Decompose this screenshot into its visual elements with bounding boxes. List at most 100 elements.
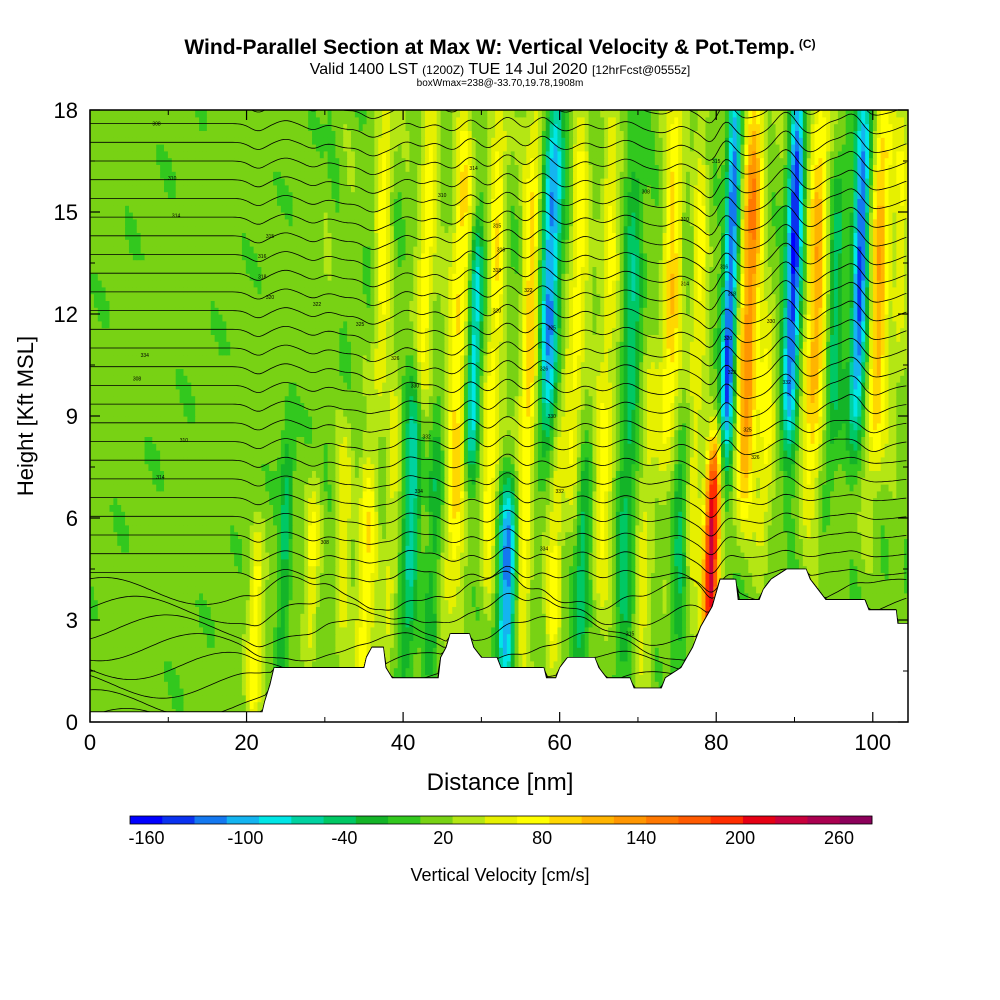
velocity-cell xyxy=(697,586,703,594)
velocity-cell xyxy=(156,701,161,709)
velocity-cell xyxy=(183,694,188,703)
velocity-cell xyxy=(347,626,352,635)
velocity-cell xyxy=(643,674,648,682)
velocity-cell xyxy=(759,565,765,573)
velocity-cell xyxy=(144,688,150,696)
velocity-cell xyxy=(522,592,527,601)
velocity-cell xyxy=(584,647,590,655)
velocity-cell xyxy=(662,633,668,641)
velocity-cell xyxy=(631,558,636,567)
velocity-cell xyxy=(97,572,103,580)
velocity-cell xyxy=(343,660,348,669)
velocity-cell xyxy=(354,592,360,601)
velocity-cell xyxy=(312,606,317,614)
velocity-cell xyxy=(588,599,594,607)
velocity-cell xyxy=(705,592,710,601)
velocity-cell xyxy=(853,592,858,601)
velocity-cell xyxy=(132,606,138,614)
velocity-cell xyxy=(241,592,247,601)
velocity-cell xyxy=(479,572,485,580)
velocity-cell xyxy=(187,633,192,641)
velocity-cell xyxy=(452,558,457,567)
velocity-cell xyxy=(830,565,835,573)
velocity-cell xyxy=(90,681,95,689)
velocity-cell xyxy=(160,681,165,689)
velocity-cell xyxy=(674,626,679,635)
velocity-cell xyxy=(650,620,656,628)
velocity-cell xyxy=(888,579,894,587)
velocity-cell xyxy=(522,613,527,621)
velocity-cell xyxy=(218,613,224,621)
velocity-cell xyxy=(670,633,675,641)
velocity-cell xyxy=(588,592,594,601)
box-max-info: boxWmax=238@-33.70,19.78,1908m xyxy=(416,78,584,89)
velocity-cell xyxy=(323,620,329,628)
velocity-cell xyxy=(635,633,640,641)
velocity-cell xyxy=(397,654,403,662)
velocity-cell xyxy=(479,620,485,628)
velocity-cell xyxy=(389,586,395,594)
velocity-cell xyxy=(444,613,449,621)
velocity-cell xyxy=(249,660,255,669)
velocity-cell xyxy=(409,592,414,601)
velocity-cell xyxy=(300,640,305,648)
velocity-cell xyxy=(144,558,150,567)
velocity-cell xyxy=(635,586,640,594)
velocity-cell xyxy=(604,633,609,641)
velocity-cell xyxy=(132,613,138,621)
velocity-cell xyxy=(113,599,118,607)
velocity-cell xyxy=(623,565,629,573)
velocity-cell xyxy=(210,667,216,675)
velocity-cell xyxy=(339,626,344,635)
velocity-cell xyxy=(140,586,146,594)
velocity-cell xyxy=(191,592,196,601)
velocity-cell xyxy=(276,592,282,601)
velocity-cell xyxy=(604,599,609,607)
velocity-cell xyxy=(125,633,130,641)
velocity-cell xyxy=(152,681,157,689)
velocity-cell xyxy=(592,558,597,567)
velocity-cell xyxy=(354,599,360,607)
velocity-cell xyxy=(627,660,633,669)
velocity-cell xyxy=(152,654,157,662)
velocity-cell xyxy=(631,660,636,669)
velocity-cell xyxy=(666,633,671,641)
velocity-cell xyxy=(386,579,391,587)
velocity-cell xyxy=(362,620,368,628)
velocity-cell xyxy=(549,606,555,614)
velocity-cell xyxy=(697,599,703,607)
velocity-cell xyxy=(580,633,586,641)
velocity-cell xyxy=(226,633,231,641)
velocity-cell xyxy=(179,620,185,628)
velocity-cell xyxy=(109,592,114,601)
velocity-cell xyxy=(202,606,208,614)
velocity-cell xyxy=(685,647,691,655)
velocity-cell xyxy=(144,606,150,614)
velocity-cell xyxy=(90,688,95,696)
velocity-cell xyxy=(226,620,231,628)
velocity-cell xyxy=(658,606,664,614)
velocity-cell xyxy=(456,620,461,628)
velocity-cell xyxy=(623,654,629,662)
velocity-cell xyxy=(300,654,305,662)
velocity-cell xyxy=(261,579,266,587)
velocity-cell xyxy=(105,694,111,703)
velocity-cell xyxy=(596,592,601,601)
velocity-cell xyxy=(530,660,535,669)
velocity-cell xyxy=(705,572,710,580)
velocity-cell xyxy=(576,565,582,573)
velocity-cell xyxy=(136,633,142,641)
velocity-cell xyxy=(619,640,625,648)
velocity-cell xyxy=(876,579,882,587)
velocity-cell xyxy=(253,599,259,607)
velocity-cell xyxy=(643,606,648,614)
velocity-cell xyxy=(658,633,664,641)
velocity-cell xyxy=(335,654,340,662)
velocity-cell xyxy=(125,694,130,703)
velocity-cell xyxy=(288,579,294,587)
velocity-cell xyxy=(156,674,161,682)
velocity-cell xyxy=(822,579,827,587)
velocity-cell xyxy=(896,592,901,601)
velocity-cell xyxy=(573,592,578,601)
velocity-cell xyxy=(588,565,594,573)
